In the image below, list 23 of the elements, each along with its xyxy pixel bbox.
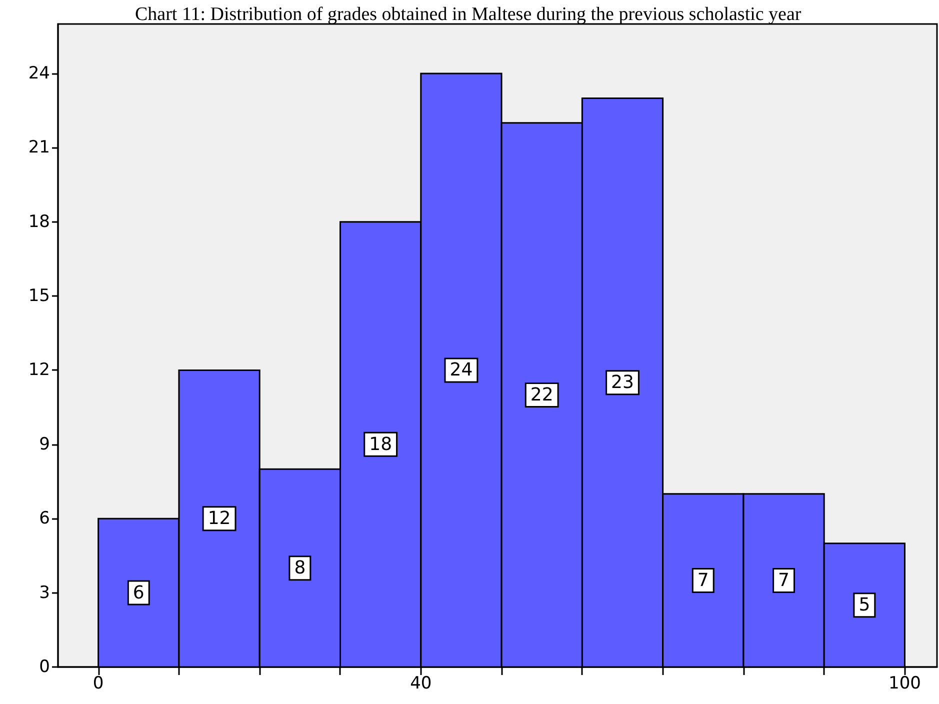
- y-tick-label: 0: [39, 657, 50, 677]
- y-tick-label: 15: [28, 286, 50, 306]
- y-tick-label: 21: [28, 138, 50, 158]
- data-label: 7: [697, 570, 709, 591]
- y-tick-label: 24: [28, 63, 50, 84]
- data-label: 12: [208, 508, 231, 530]
- data-label: 22: [530, 384, 554, 406]
- data-label: 23: [611, 372, 634, 394]
- y-tick-label: 3: [39, 582, 50, 603]
- data-label: 7: [778, 570, 790, 591]
- y-tick-label: 9: [39, 434, 50, 454]
- data-label: 24: [450, 360, 473, 381]
- x-tick-label: 40: [410, 674, 432, 694]
- data-label: 5: [858, 594, 870, 616]
- y-tick-label: 6: [39, 508, 50, 529]
- data-label: 18: [369, 434, 392, 455]
- data-label: 6: [132, 582, 144, 604]
- x-tick-label: 0: [92, 674, 104, 694]
- data-label: 8: [294, 558, 306, 579]
- x-tick-label: 100: [888, 674, 921, 694]
- chart-title: Chart 11: Distribution of grades obtained in Maltese during the previous scholastic year: [135, 4, 802, 25]
- y-tick-label: 18: [28, 212, 50, 232]
- y-tick-label: 12: [28, 360, 50, 380]
